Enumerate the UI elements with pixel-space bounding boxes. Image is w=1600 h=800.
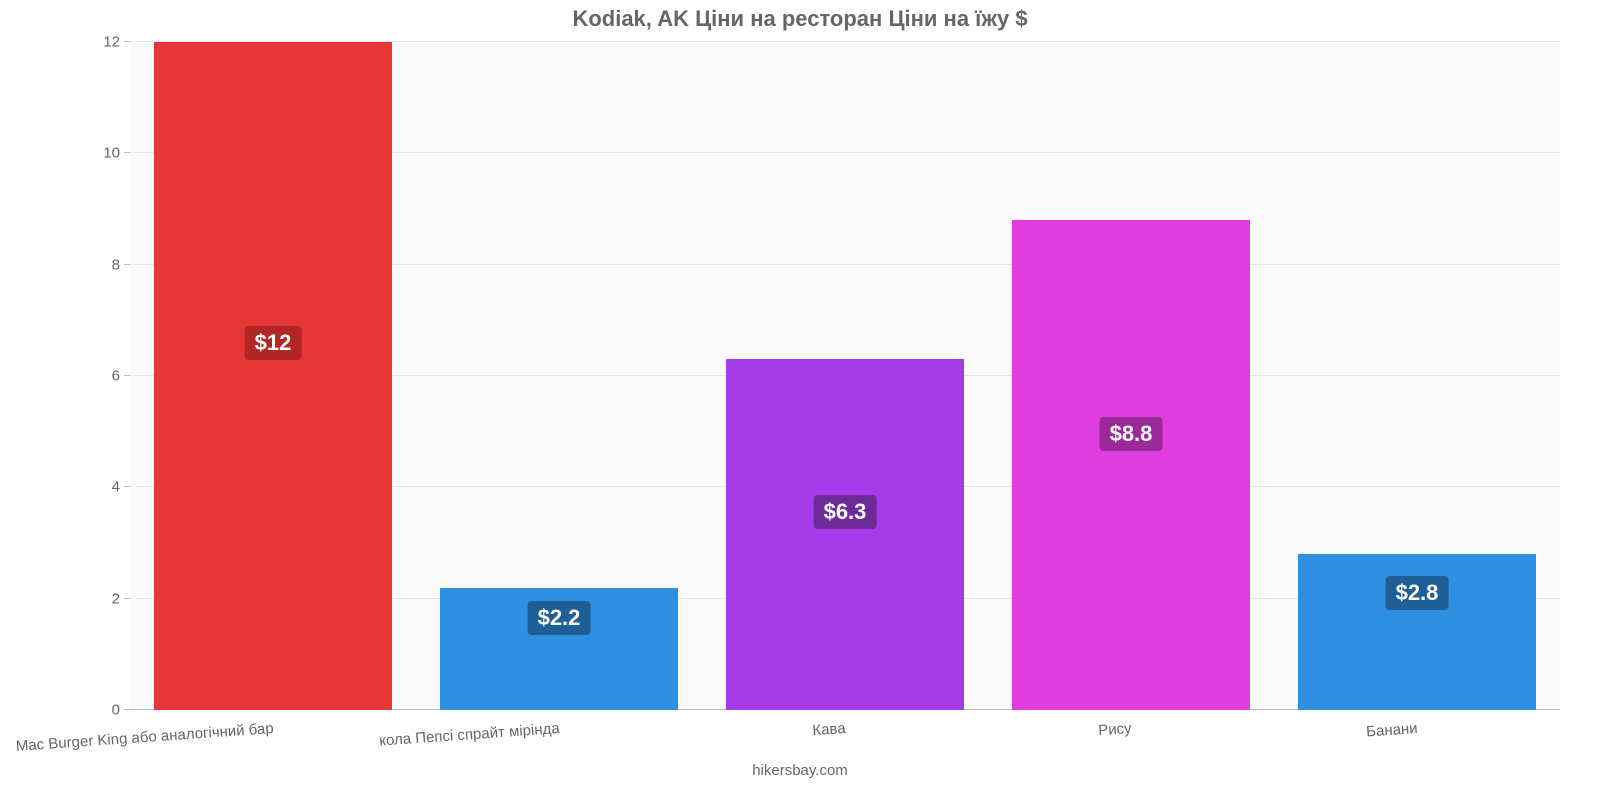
price-bar-chart: Kodiak, AK Ціни на ресторан Ціни на їжу …: [0, 0, 1600, 800]
bar-value-label: $8.8: [1100, 417, 1163, 451]
ytick-label: 0: [112, 702, 130, 719]
ytick-label: 2: [112, 590, 130, 607]
bar: [726, 359, 963, 710]
plot-area: 024681012$12Mac Burger King або аналогіч…: [130, 42, 1560, 710]
bar-value-label: $2.2: [528, 601, 591, 635]
ytick-label: 10: [103, 145, 130, 162]
bar: [154, 42, 391, 710]
chart-title: Kodiak, AK Ціни на ресторан Ціни на їжу …: [0, 6, 1600, 32]
bar: [1012, 220, 1249, 710]
ytick-label: 8: [112, 256, 130, 273]
ytick-label: 6: [112, 368, 130, 385]
bar-value-label: $2.8: [1386, 576, 1449, 610]
xtick-label: Кава: [812, 720, 846, 739]
xtick-label: Банани: [1366, 720, 1419, 741]
bar-value-label: $6.3: [814, 495, 877, 529]
bar-value-label: $12: [245, 326, 302, 360]
xtick-label: Рису: [1098, 720, 1132, 739]
credit-text: hikersbay.com: [0, 762, 1600, 779]
ytick-label: 4: [112, 479, 130, 496]
ytick-label: 12: [103, 34, 130, 51]
xtick-label: кола Пепсі спрайт мірінда: [379, 720, 560, 750]
xtick-label: Mac Burger King або аналогічний бар: [15, 720, 274, 755]
